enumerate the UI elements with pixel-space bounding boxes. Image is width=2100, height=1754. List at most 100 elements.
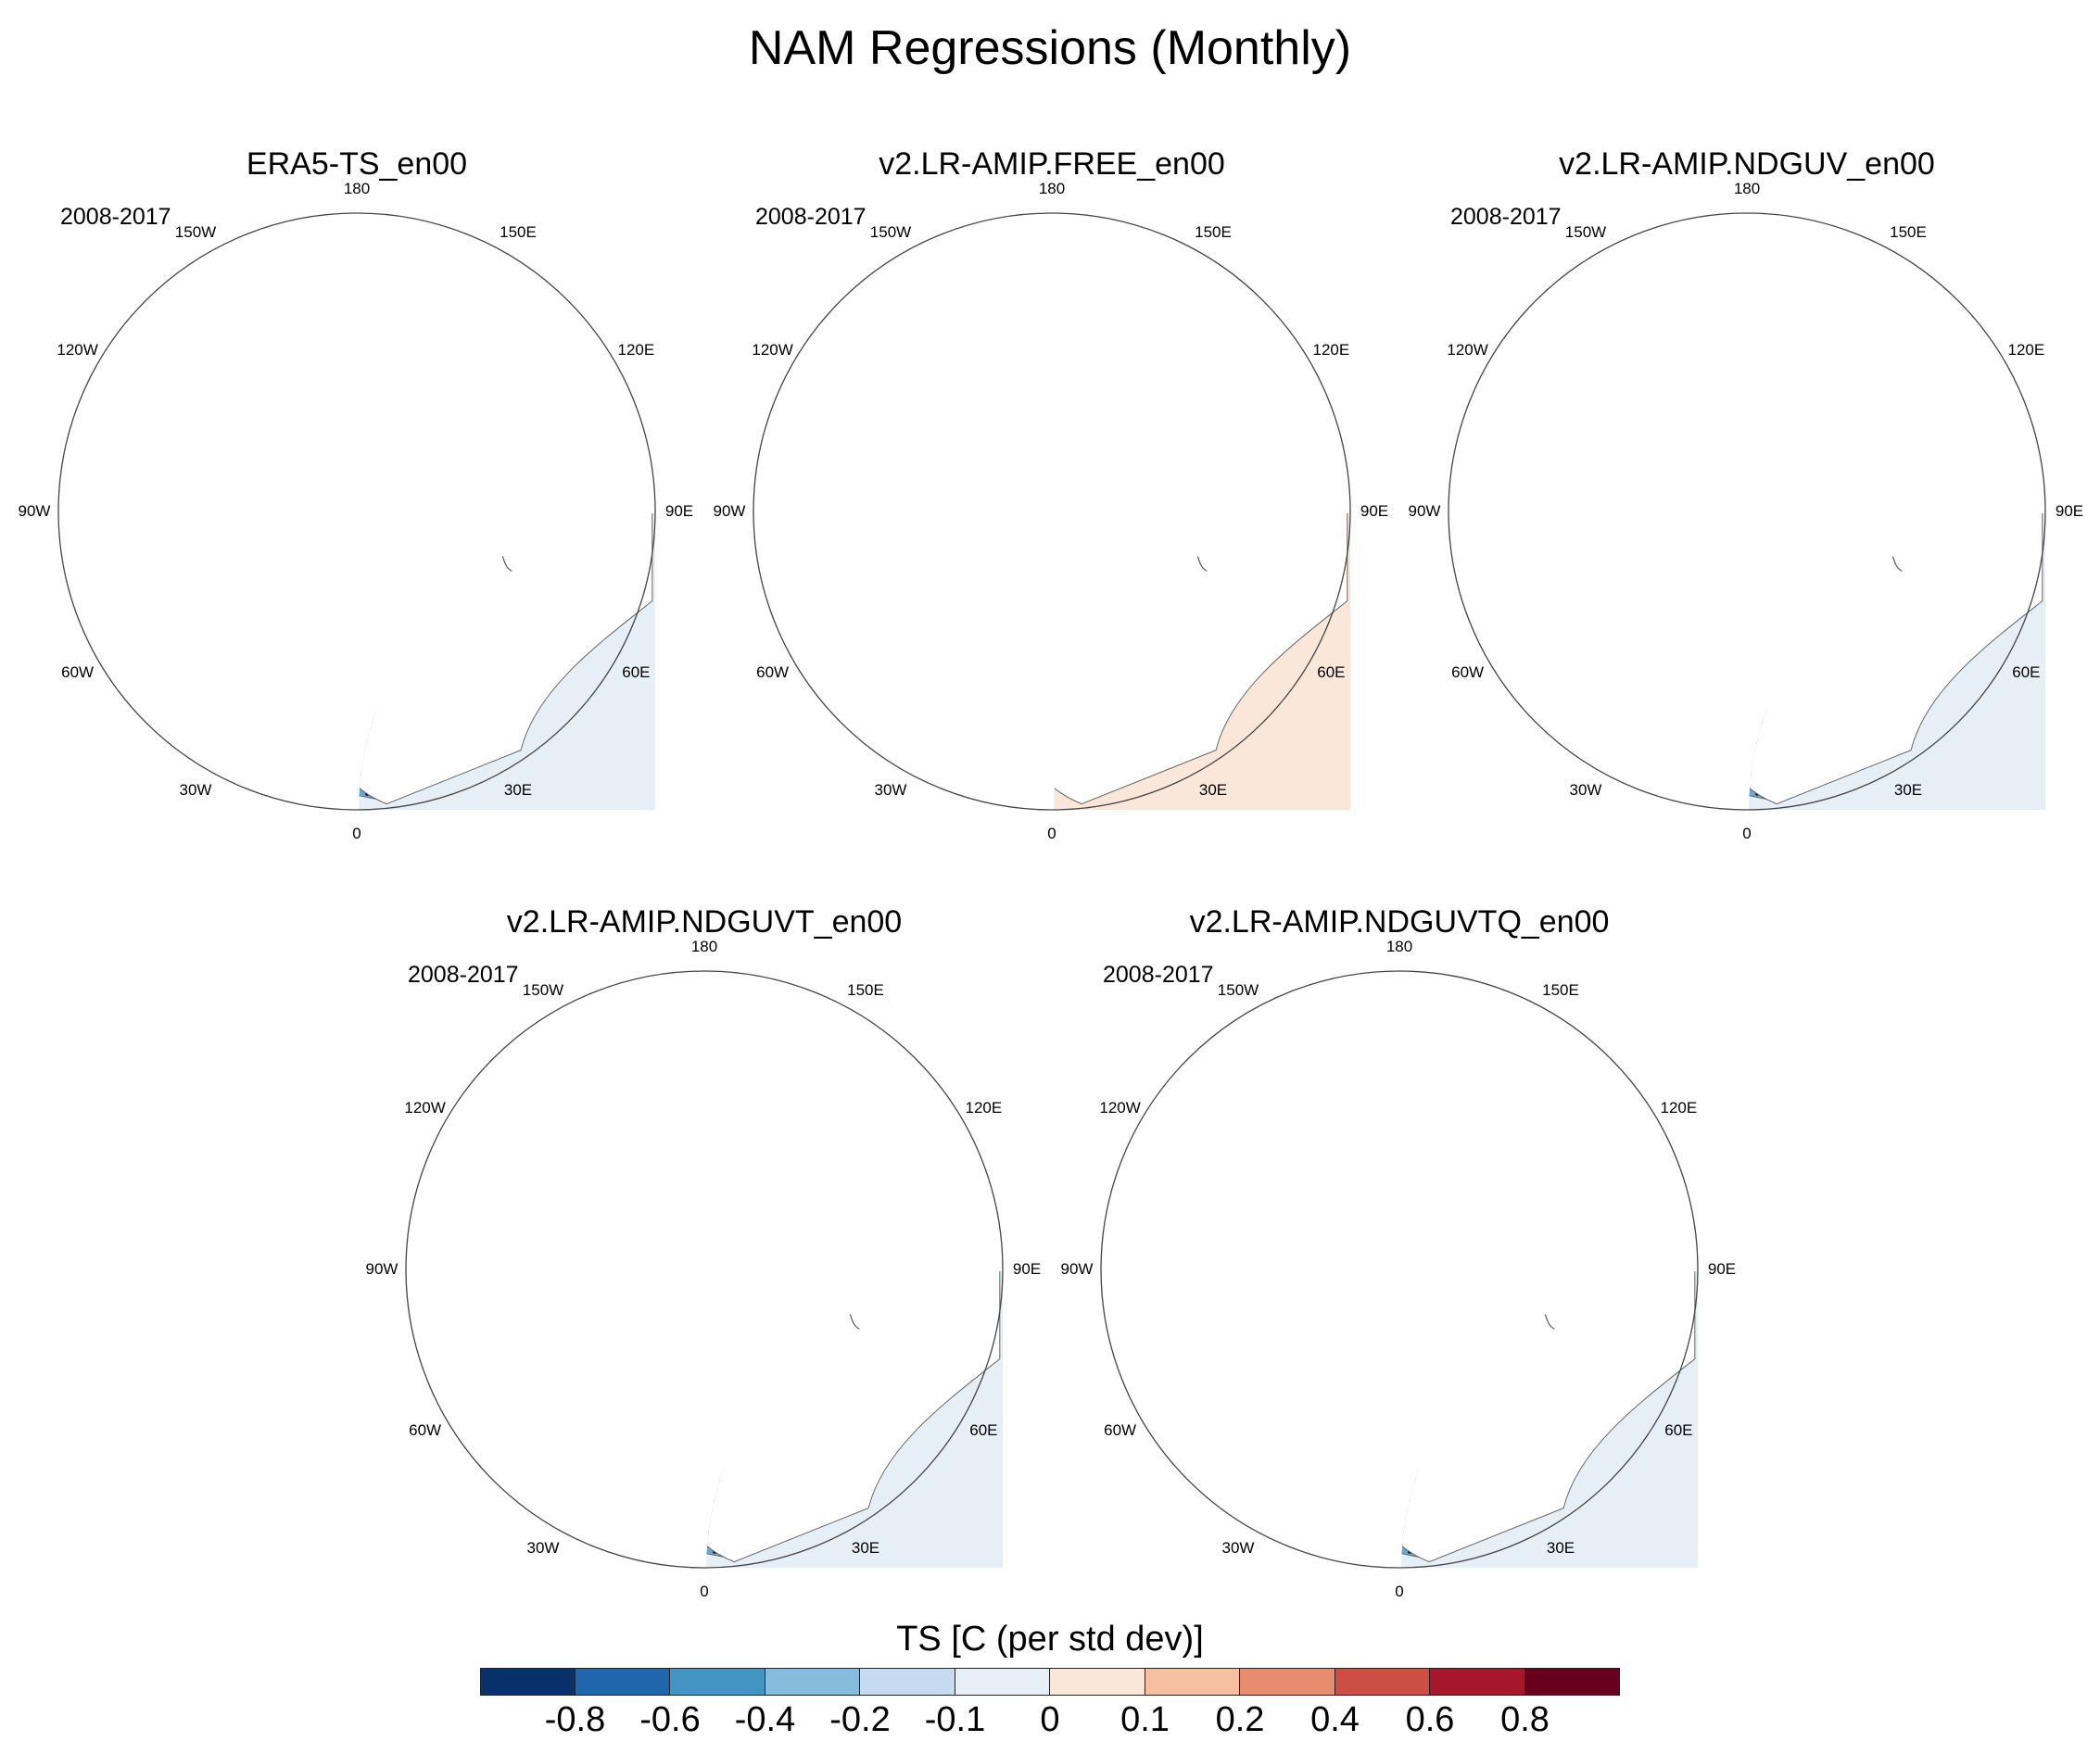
longitude-label: 30W [526, 1539, 560, 1558]
longitude-label: 150W [522, 980, 564, 999]
longitude-label: 150E [1195, 222, 1232, 241]
anomaly-region [1463, 536, 1639, 682]
period-label: 2008-2017 [1450, 204, 1562, 230]
panel-title: v2.LR-AMIP.NDGUV_en00 [1559, 146, 1935, 182]
polar-map [405, 970, 1004, 1569]
map-border [1448, 212, 2046, 811]
longitude-label: 120E [2007, 341, 2045, 359]
longitude-label: 60E [1664, 1421, 1693, 1439]
longitude-label: 60W [756, 663, 790, 681]
colorbar-tick-label: 0.1 [1120, 1700, 1170, 1739]
longitude-label: 120E [617, 341, 655, 359]
map-border [57, 212, 656, 811]
anomaly-region [1116, 1293, 1292, 1440]
longitude-label: 30E [851, 1539, 880, 1558]
colorbar-tick-label: -0.2 [829, 1700, 891, 1739]
longitude-label: 60W [1104, 1421, 1137, 1439]
longitude-label: 150E [1890, 222, 1927, 241]
longitude-label: 30E [503, 781, 533, 800]
panel-title: v2.LR-AMIP.NDGUVTQ_en00 [1189, 904, 1610, 940]
longitude-label: 150W [869, 222, 912, 241]
colorbar-tick-label: -0.4 [734, 1700, 796, 1739]
panel-title: v2.LR-AMIP.FREE_en00 [879, 146, 1225, 182]
colorbar-swatch [1524, 1668, 1620, 1696]
longitude-label: 60E [2012, 663, 2041, 681]
longitude-label: 30W [874, 781, 907, 800]
colorbar-swatch [1145, 1668, 1240, 1696]
colorbar-swatch [860, 1668, 955, 1696]
anomaly-region [1306, 1293, 1394, 1371]
longitude-label: 150W [1217, 980, 1259, 999]
longitude-label: 120E [1660, 1099, 1698, 1117]
longitude-label: 150E [847, 980, 884, 999]
longitude-label: 60E [1317, 663, 1346, 681]
longitude-label: 150E [500, 222, 537, 241]
longitude-label: 120W [1099, 1099, 1141, 1117]
longitude-label: 60W [61, 663, 95, 681]
longitude-label: 30W [179, 781, 212, 800]
polar-map [753, 212, 1351, 811]
longitude-label: 120W [404, 1099, 446, 1117]
longitude-label: 0 [352, 825, 361, 842]
polar-map [1100, 970, 1699, 1569]
colorbar-title: TS [C (per std dev)] [896, 1620, 1204, 1659]
longitude-label: 90W [1408, 502, 1441, 520]
longitude-label: 120W [57, 341, 98, 359]
longitude-label: 0 [1742, 825, 1752, 842]
colorbar-swatch [1335, 1668, 1430, 1696]
panel-title: v2.LR-AMIP.NDGUVT_en00 [506, 904, 903, 940]
colorbar-tick-label: -0.6 [639, 1700, 701, 1739]
anomaly-region [947, 268, 1082, 356]
panel-title: ERA5-TS_en00 [246, 146, 468, 182]
period-label: 2008-2017 [755, 204, 867, 230]
map-border [1100, 970, 1699, 1569]
longitude-label: 150W [174, 222, 217, 241]
anomaly-region [191, 311, 334, 410]
ocean-field [1401, 1271, 1698, 1568]
longitude-label: 120E [965, 1099, 1003, 1117]
anomaly-region [1233, 1069, 1376, 1167]
anomaly-region [768, 297, 915, 451]
longitude-label: 30E [1198, 781, 1228, 800]
ocean-field [706, 1271, 1003, 1568]
longitude-label: 120W [752, 341, 793, 359]
longitude-label: 90E [1707, 1260, 1737, 1278]
longitude-label: 90E [1360, 502, 1389, 520]
longitude-label: 90W [365, 1260, 398, 1278]
colorbar-tick-label: 0.6 [1405, 1700, 1455, 1739]
longitude-label: 60E [969, 1421, 998, 1439]
figure-title: NAM Regressions (Monthly) [748, 21, 1352, 75]
colorbar-swatch [765, 1668, 860, 1696]
colorbar-swatch [575, 1668, 670, 1696]
anomaly-region [975, 592, 1014, 651]
longitude-label: 150E [1542, 980, 1579, 999]
longitude-label: 120E [1312, 341, 1350, 359]
anomaly-region [421, 1293, 597, 1440]
longitude-label: 30W [1221, 1539, 1255, 1558]
longitude-label: 0 [1395, 1583, 1404, 1600]
longitude-label: 90W [1060, 1260, 1094, 1278]
longitude-label: 30E [1893, 781, 1923, 800]
ocean-field [1749, 513, 2045, 810]
longitude-label: 180 [343, 180, 371, 197]
colorbar-tick-label: 0.4 [1310, 1700, 1360, 1739]
polar-map [57, 212, 656, 811]
map-border [753, 212, 1351, 811]
longitude-label: 120W [1447, 341, 1488, 359]
longitude-label: 180 [1733, 180, 1761, 197]
longitude-label: 0 [700, 1583, 709, 1600]
period-label: 2008-2017 [408, 962, 519, 988]
colorbar-swatch [1240, 1668, 1335, 1696]
colorbar-tick-label: 0.8 [1500, 1700, 1550, 1739]
ocean-field [359, 513, 655, 810]
colorbar-swatch [480, 1668, 576, 1696]
longitude-label: 180 [1038, 180, 1066, 197]
colorbar-frame [480, 1668, 1620, 1696]
longitude-label: 90E [2055, 502, 2084, 520]
period-label: 2008-2017 [60, 204, 171, 230]
longitude-label: 180 [1385, 938, 1413, 955]
anomaly-region [538, 1069, 681, 1167]
colorbar-tick-label: 0.2 [1215, 1700, 1265, 1739]
map-border [405, 970, 1004, 1569]
longitude-label: 60W [1451, 663, 1485, 681]
